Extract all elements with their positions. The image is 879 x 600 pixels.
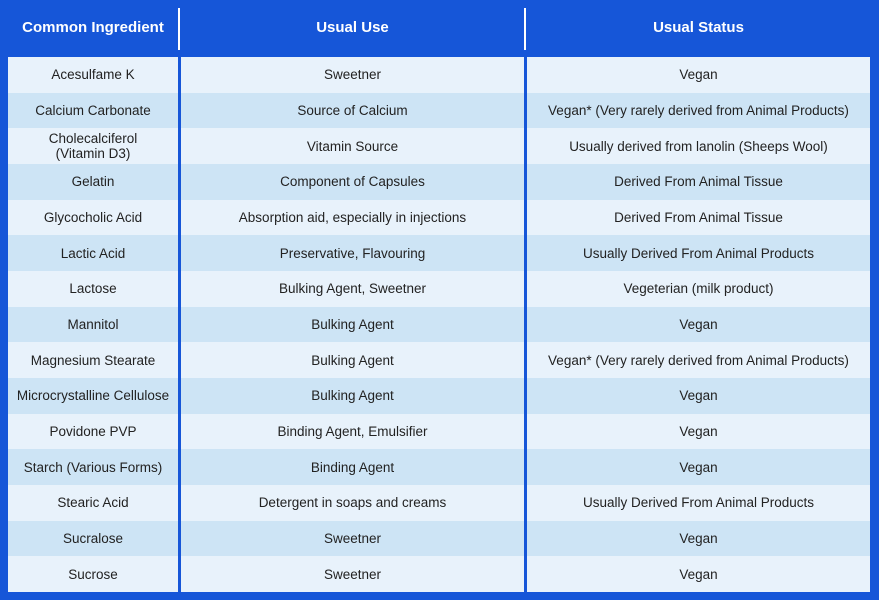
table-cell: Sweetner [181, 57, 524, 93]
table-cell: Vegan [527, 57, 870, 93]
table-cell: Calcium Carbonate [8, 92, 178, 129]
table-cell: Vegan [527, 556, 870, 592]
table-cell: Sweetner [181, 520, 524, 557]
table-cell: Vegeterian (milk product) [527, 271, 870, 307]
table-cell: Source of Calcium [181, 92, 524, 129]
table-cell: Preservative, Flavouring [181, 235, 524, 271]
header-divider [178, 8, 180, 50]
table-cell: Lactic Acid [8, 235, 178, 271]
table-cell: Vegan [527, 449, 870, 485]
table-cell: Sucrose [8, 556, 178, 592]
table-cell: Derived From Animal Tissue [527, 164, 870, 200]
table-cell: Vegan [527, 413, 870, 450]
table-cell: Usually Derived From Animal Products [527, 235, 870, 271]
table-cell: Bulking Agent, Sweetner [181, 271, 524, 307]
table-cell: Detergent in soaps and creams [181, 485, 524, 521]
table-cell: Sweetner [181, 556, 524, 592]
table-cell: Povidone PVP [8, 413, 178, 450]
table-cell: Mannitol [8, 306, 178, 343]
table-cell: Bulking Agent [181, 342, 524, 378]
header-cell: Usual Status [653, 19, 744, 36]
table-cell: Binding Agent, Emulsifier [181, 413, 524, 450]
table-cell: Vegan [527, 520, 870, 557]
table-cell: Glycocholic Acid [8, 199, 178, 236]
table-cell: Binding Agent [181, 449, 524, 485]
table-cell: Vegan [527, 306, 870, 343]
table-cell: Magnesium Stearate [8, 342, 178, 378]
table-cell: Gelatin [8, 164, 178, 200]
table-cell: Component of Capsules [181, 164, 524, 200]
table-cell: Lactose [8, 271, 178, 307]
table-cell: Absorption aid, especially in injections [181, 199, 524, 236]
table-cell: Stearic Acid [8, 485, 178, 521]
header-cell: Common Ingredient [22, 19, 164, 36]
table-cell: Bulking Agent [181, 378, 524, 414]
table-cell: Bulking Agent [181, 306, 524, 343]
table-cell: Acesulfame K [8, 57, 178, 93]
header-divider [524, 8, 526, 50]
table-cell: Vegan [527, 378, 870, 414]
table-cell: Derived From Animal Tissue [527, 199, 870, 236]
table-cell: Usually derived from lanolin (Sheeps Woo… [527, 128, 870, 164]
table-cell: Vegan* (Very rarely derived from Animal … [527, 342, 870, 378]
table-cell: Vegan* (Very rarely derived from Animal … [527, 92, 870, 129]
table-cell: Usually Derived From Animal Products [527, 485, 870, 521]
table-cell: Cholecalciferol (Vitamin D3) [8, 128, 178, 164]
table-cell: Vitamin Source [181, 128, 524, 164]
table-cell: Starch (Various Forms) [8, 449, 178, 485]
header-cell: Usual Use [316, 19, 389, 36]
table-cell: Sucralose [8, 520, 178, 557]
table-cell: Microcrystalline Cellulose [8, 378, 178, 414]
